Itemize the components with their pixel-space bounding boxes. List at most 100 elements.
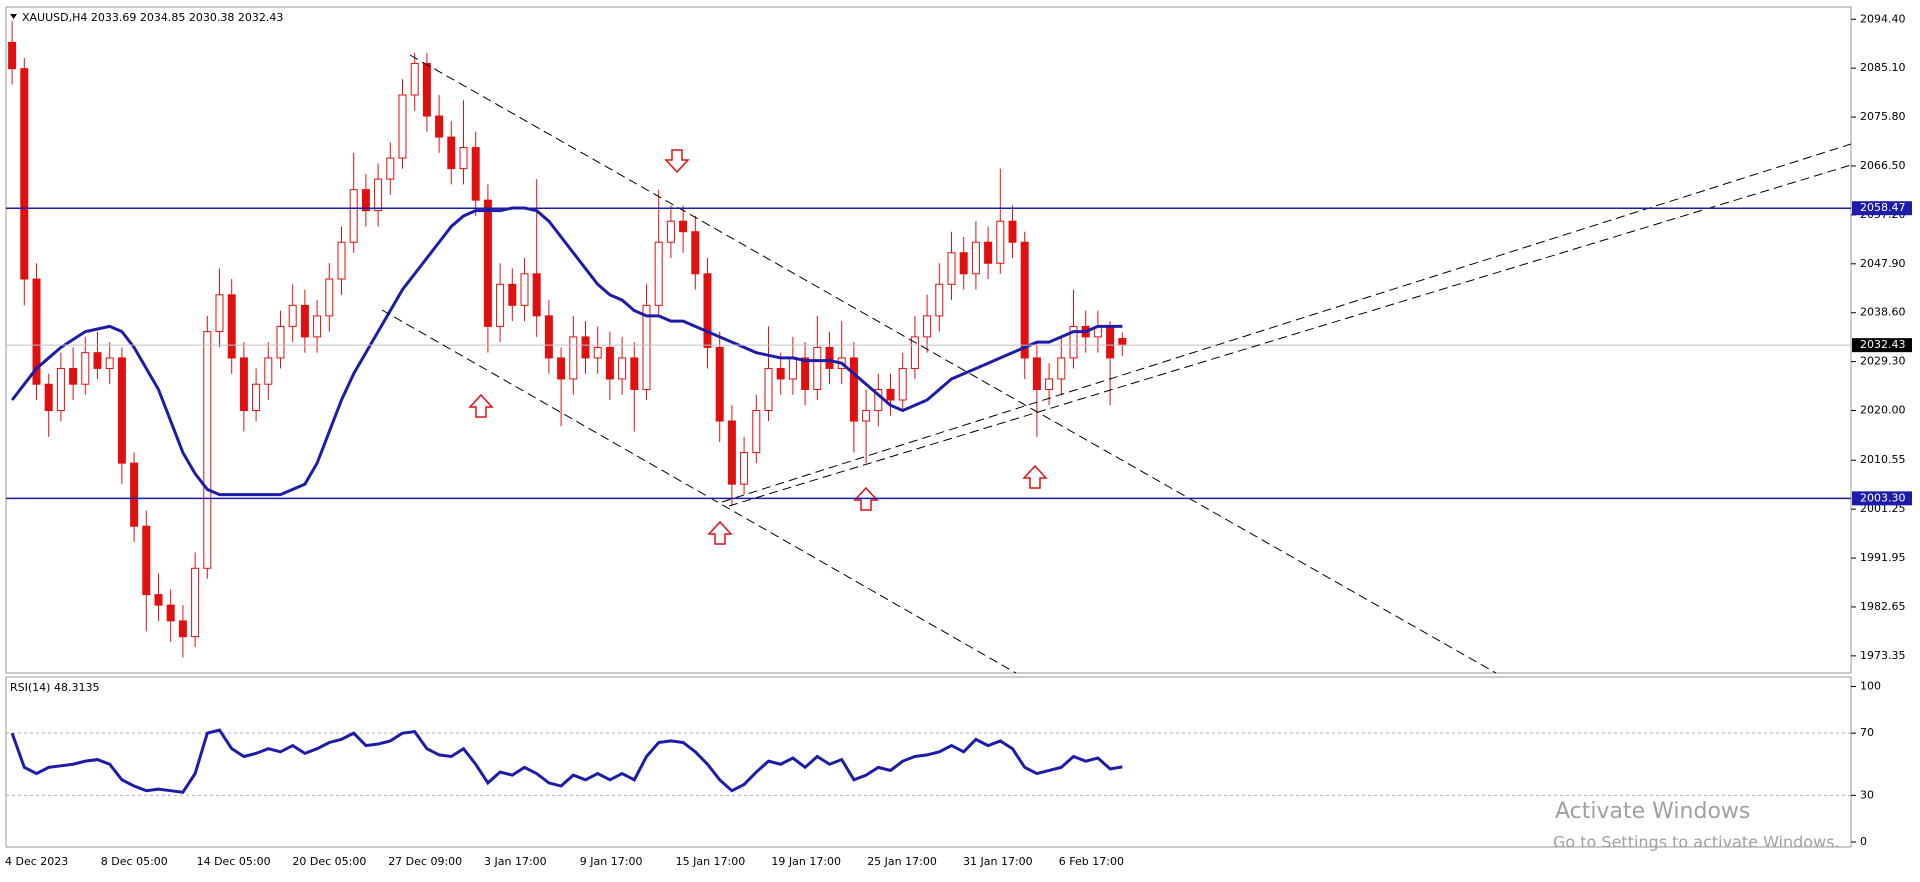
x-tick-label: 15 Jan 17:00 (676, 855, 746, 868)
level-box (1852, 491, 1912, 506)
candle-body (44, 383, 53, 412)
watermark: Activate Windows (1555, 799, 1750, 824)
x-tick-label: 31 Jan 17:00 (963, 855, 1033, 868)
y-tick-label: 2085.10 (1860, 61, 1906, 74)
candle-body (520, 273, 529, 306)
candle-body (605, 346, 614, 380)
candle-body (117, 357, 126, 464)
rsi-header: RSI(14) 48.3135 (10, 681, 99, 694)
arrow-up (1022, 464, 1048, 489)
candle-body (142, 525, 151, 596)
x-tick-label: 9 Jan 17:00 (580, 855, 643, 868)
y-tick-label: 1991.95 (1860, 551, 1906, 564)
candle-body (1069, 325, 1078, 359)
candle-body (532, 273, 541, 317)
candle-body (20, 68, 29, 280)
candle-body (337, 241, 346, 280)
candle-body (801, 357, 810, 390)
candle-body (8, 41, 17, 70)
candle-body (1020, 241, 1029, 359)
candle-body (361, 189, 370, 212)
candle-body (776, 367, 785, 380)
candle-body (374, 178, 383, 212)
candle-body (276, 325, 285, 359)
y-tick-label: 2010.55 (1860, 453, 1906, 466)
x-tick-label: 3 Jan 17:00 (484, 855, 547, 868)
arrow-down (664, 149, 690, 174)
candle-body (618, 357, 627, 380)
x-tick-label: 25 Jan 17:00 (867, 855, 937, 868)
x-tick-label: 4 Dec 2023 (5, 855, 68, 868)
candle-body (325, 278, 334, 317)
candle-body (81, 352, 90, 385)
candle-body (898, 367, 907, 401)
last-low: 2030.38 (189, 11, 235, 24)
candle-body (715, 346, 724, 422)
y-tick-label: 2075.80 (1860, 110, 1906, 123)
candle-body (862, 410, 871, 422)
y-tick-label: 2020.00 (1860, 404, 1906, 417)
candle-body (447, 136, 456, 170)
candle-body (300, 304, 309, 338)
arrow-up (707, 520, 733, 545)
candle-body (398, 94, 407, 159)
candle-body (935, 283, 944, 317)
candle-body (1045, 378, 1054, 390)
candle-body (654, 241, 663, 306)
candle-body (1118, 338, 1127, 346)
candle-body (910, 336, 919, 369)
candle-body (435, 115, 444, 138)
candle-body (703, 273, 712, 348)
x-tick-label: 6 Feb 17:00 (1059, 855, 1124, 868)
candle-body (630, 357, 639, 390)
rsi-panel (5, 676, 1852, 848)
candle-body (203, 331, 212, 569)
candle-body (764, 367, 773, 412)
candle-body (984, 241, 993, 264)
candle-body (1106, 325, 1115, 359)
candle-body (691, 231, 700, 275)
candle-body (483, 199, 492, 327)
price-label: 2032.43 (1860, 338, 1906, 351)
candle-body (32, 278, 41, 385)
candle-body (154, 594, 163, 606)
last-high: 2034.85 (140, 11, 186, 24)
trendlines (381, 54, 1852, 674)
candle-body (178, 620, 187, 638)
candle-body (923, 315, 932, 338)
y-tick-label: 30 (1860, 788, 1874, 801)
candle-body (471, 147, 480, 201)
candle-body (557, 357, 566, 380)
candle-body (642, 304, 651, 390)
candle-body (593, 346, 602, 359)
y-tick-label: 0 (1860, 835, 1867, 848)
y-tick-label: 2066.50 (1860, 159, 1906, 172)
y-tick-label: 2094.40 (1860, 12, 1906, 25)
candle-body (264, 357, 273, 385)
y-tick-label: 1982.65 (1860, 600, 1906, 613)
candle-body (544, 315, 553, 359)
candle-body (386, 157, 395, 180)
trendline (381, 309, 1017, 674)
y-tick-label: 1973.35 (1860, 649, 1906, 662)
candle-body (215, 294, 224, 333)
x-tick-label: 27 Dec 09:00 (388, 855, 462, 868)
arrow-up (468, 393, 494, 418)
candle-body (191, 567, 200, 638)
candle-body (252, 383, 261, 412)
candle-body (166, 604, 175, 622)
candle-body (496, 283, 505, 327)
price-box (1852, 338, 1912, 353)
candle-body (947, 252, 956, 285)
candle-body (1057, 357, 1066, 380)
candle-body (740, 452, 749, 485)
candle-body (227, 294, 236, 359)
y-tick-label: 2047.90 (1860, 257, 1906, 270)
candle-body (313, 315, 322, 338)
y-tick-label: 100 (1860, 679, 1881, 692)
rsi-title: RSI(14) (10, 681, 50, 694)
last-open: 2033.69 (91, 11, 137, 24)
trendline (721, 143, 1852, 503)
